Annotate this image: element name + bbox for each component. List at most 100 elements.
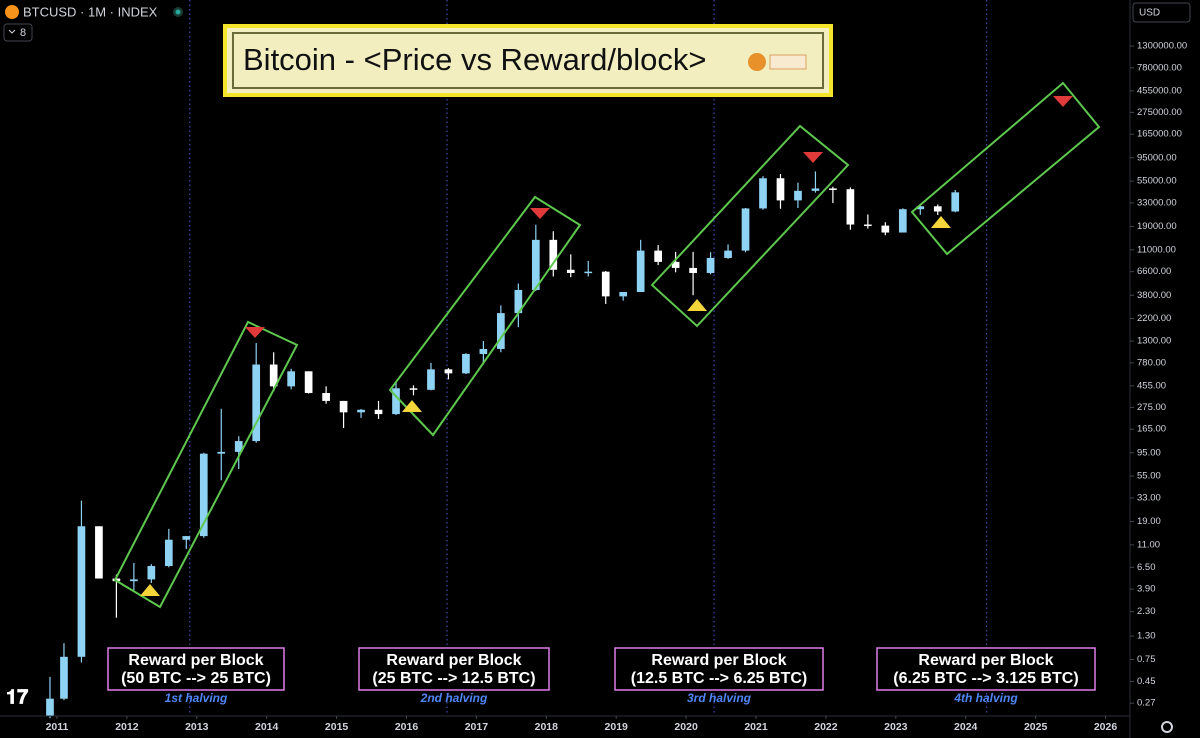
candle-body (269, 364, 278, 387)
candle-body (444, 369, 453, 374)
x-tick-label: 2013 (185, 721, 209, 733)
indicator-toggle[interactable] (3, 23, 33, 42)
reward-text: (6.25 BTC --> 3.125 BTC) (893, 670, 1078, 687)
candle-body (199, 453, 208, 537)
candle-body (497, 313, 505, 349)
x-tick-label: 2025 (1024, 721, 1048, 733)
y-tick-label: 1300000.00 (1137, 41, 1187, 52)
candle-body (77, 526, 86, 657)
x-tick-label: 2023 (884, 721, 908, 733)
y-tick-label: 1300.00 (1137, 336, 1171, 347)
y-tick-label: 3.90 (1137, 584, 1156, 595)
down-marker (530, 208, 550, 219)
candle-body (601, 271, 610, 297)
y-tick-label: 780000.00 (1137, 62, 1182, 73)
candle-body (427, 369, 435, 390)
candle-body (549, 239, 558, 270)
title-box (223, 24, 833, 97)
y-tick-label: 0.45 (1137, 676, 1156, 687)
y-tick-label: 33.00 (1137, 492, 1161, 503)
down-marker (1053, 96, 1073, 107)
candle-body (287, 371, 295, 387)
halving-label: 1st halving (165, 691, 228, 705)
currency-button[interactable] (1132, 2, 1191, 23)
y-tick-label: 11.00 (1137, 539, 1160, 550)
candle-body (706, 257, 715, 273)
candle-body (759, 178, 767, 209)
candle-body (252, 364, 261, 442)
y-tick-label: 95000.00 (1137, 152, 1177, 163)
reward-title: Reward per Block (918, 652, 1053, 669)
candle-body (531, 239, 540, 290)
trend-box (910, 81, 1101, 256)
logo-badge (769, 54, 807, 70)
candle-body (724, 250, 732, 258)
candles (46, 171, 960, 719)
y-tick-label: 6.50 (1137, 562, 1156, 573)
trend-boxes (113, 81, 1101, 609)
x-tick-label: 2022 (814, 721, 838, 733)
candle-body (479, 348, 488, 354)
halving-label: 3rd halving (687, 691, 752, 705)
candle-body (619, 291, 628, 297)
y-tick-label: 0.27 (1137, 698, 1156, 709)
x-tick-label: 2017 (465, 721, 489, 733)
y-tick-label: 33000.00 (1137, 197, 1177, 208)
reward-box (107, 647, 285, 691)
candle-body (864, 224, 872, 227)
candle-body (322, 393, 330, 401)
y-tick-label: 275000.00 (1137, 107, 1182, 118)
halving-annotations: Reward per Block (50 BTC --> 25 BTC) 1st h… (107, 647, 1096, 705)
up-marker (402, 400, 422, 412)
candle-body (60, 656, 68, 699)
candle-body (182, 536, 191, 540)
candle-body (217, 451, 226, 454)
symbol-icon (5, 5, 19, 19)
trend-box (388, 195, 582, 437)
y-tick-label: 6600.00 (1137, 266, 1171, 277)
reward-title: Reward per Block (651, 652, 786, 669)
y-tick-label: 780.00 (1137, 357, 1166, 368)
reward-title: Reward per Block (386, 652, 521, 669)
chart-title: Bitcoin - <Price vs Reward/block> (243, 42, 706, 77)
up-marker (140, 584, 160, 596)
y-tick-label: 165000.00 (1137, 129, 1182, 140)
reward-box (876, 647, 1096, 691)
candle-body (409, 388, 418, 390)
reward-box (358, 647, 550, 691)
candle-body (374, 409, 383, 415)
tv-logo[interactable]: 𝟏𝟕 (6, 686, 28, 708)
title-inner-frame (232, 32, 824, 89)
candle-body (881, 225, 890, 233)
y-tick-label: 2.30 (1137, 606, 1156, 617)
candle-body (846, 189, 855, 225)
halving-label: 4th halving (953, 691, 1018, 705)
candle-body (392, 388, 400, 415)
y-tick-label: 1.30 (1137, 631, 1156, 642)
up-marker (931, 216, 951, 228)
top-markers (245, 96, 1073, 338)
candle-body (462, 353, 470, 374)
candle-body (671, 261, 680, 268)
candle-body (95, 526, 103, 579)
symbol[interactable]: BTCUSD · 1M · INDEX (23, 4, 158, 19)
x-tick-label: 2020 (674, 721, 698, 733)
status-dot-inner (175, 9, 181, 15)
y-axis: 1300000.00 780000.00 455000.00 275000.00 165… (1130, 41, 1187, 709)
halving-label: 2nd halving (420, 691, 488, 705)
candle-body (776, 178, 785, 201)
indicator-count: 8 (20, 27, 26, 39)
candle-body (164, 539, 173, 567)
candle-body (636, 250, 645, 292)
trend-box (650, 124, 850, 328)
settings-button[interactable] (1161, 721, 1173, 733)
logo-icon (748, 53, 766, 71)
candle-body (898, 209, 907, 233)
reward-text: (50 BTC --> 25 BTC) (121, 670, 271, 687)
y-tick-label: 2200.00 (1137, 313, 1171, 324)
y-tick-label: 0.75 (1137, 654, 1156, 665)
y-tick-label: 455000.00 (1137, 85, 1182, 96)
y-tick-label: 3800.00 (1137, 290, 1171, 301)
